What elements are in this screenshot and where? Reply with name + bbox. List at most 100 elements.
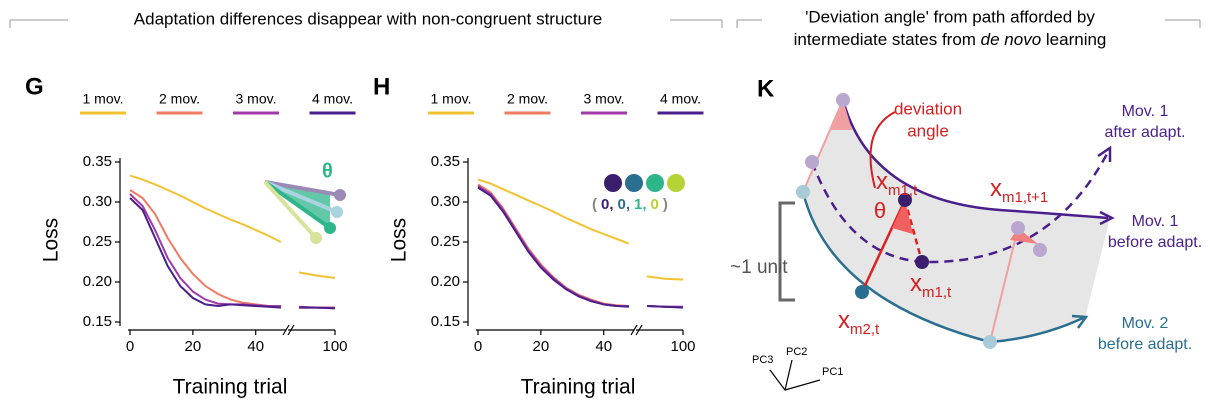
- scale-label: ~1 unit: [730, 257, 788, 278]
- x-axis-label: Training trial: [173, 376, 288, 399]
- section-title: 'Deviation angle' from path afforded by: [805, 7, 1095, 26]
- x-tick-label: 0: [474, 338, 482, 355]
- y-axis-label: Loss: [388, 218, 411, 262]
- x-tick-label: 100: [322, 338, 347, 355]
- angle-wedge: [892, 200, 913, 234]
- y-tick-label: 0.25: [431, 233, 460, 250]
- code-dot: [625, 174, 643, 192]
- state: [805, 155, 819, 169]
- x-axis-label: Training trial: [521, 376, 636, 399]
- series-line: [299, 306, 336, 310]
- code-part: 0,: [601, 196, 614, 213]
- series-line: [477, 186, 629, 308]
- theta-icon: [263, 180, 346, 244]
- legend-label: 1 mov.: [431, 91, 472, 107]
- x-tick-label: 0: [126, 338, 134, 355]
- legend-label: 1 mov.: [83, 91, 124, 107]
- label-main: x: [910, 270, 922, 297]
- y-tick-label: 0.30: [431, 193, 460, 210]
- axis-break: [630, 324, 643, 336]
- y-tick-label: 0.35: [83, 153, 112, 170]
- code-dot: [604, 174, 622, 192]
- path-label: Mov. 1: [1132, 213, 1179, 230]
- y-axis-label: Loss: [40, 218, 63, 262]
- path-before-2: [801, 191, 1084, 344]
- state: [1033, 243, 1047, 257]
- code-part: ): [663, 196, 668, 213]
- y-tick-label: 0.35: [431, 153, 460, 170]
- section-title: Adaptation differences disappear with no…: [134, 9, 602, 28]
- state-label: xm2,t: [838, 307, 880, 338]
- annotation: angle: [907, 121, 949, 140]
- series-line: [298, 271, 336, 279]
- x-tick-label: 20: [533, 338, 550, 355]
- code-part: 0,: [618, 196, 631, 213]
- label-sub: m1,t: [922, 284, 952, 301]
- link: [860, 199, 907, 293]
- code-part: 0: [651, 196, 659, 213]
- x-tick-label: 100: [670, 338, 695, 355]
- code-dot: [646, 174, 664, 192]
- x-tick-label: 40: [595, 338, 612, 355]
- state: [983, 335, 997, 349]
- y-tick-label: 0.15: [83, 313, 112, 330]
- legend-label: 3 mov.: [236, 91, 277, 107]
- legend-label: 2 mov.: [507, 91, 548, 107]
- theta: θ: [874, 198, 886, 223]
- code-dot: [667, 174, 685, 192]
- arrowhead: [1097, 145, 1112, 162]
- x-tick-label: 20: [185, 338, 202, 355]
- pointer: [869, 111, 896, 189]
- state: [796, 185, 810, 199]
- code-part: 1,: [634, 196, 647, 213]
- legend-label: 3 mov.: [584, 91, 625, 107]
- section-title: intermediate states from de novo learnin…: [794, 30, 1107, 49]
- title-part: intermediate states from: [794, 30, 981, 49]
- path-label: Mov. 2: [1122, 315, 1169, 332]
- panel-label: G: [25, 73, 44, 100]
- label-main: x: [990, 175, 1002, 202]
- state: [1011, 221, 1025, 235]
- angle-wedge: [830, 100, 852, 130]
- series-line: [646, 275, 684, 281]
- annotation: θ: [322, 160, 333, 182]
- label-main: x: [838, 307, 850, 334]
- label-main: x: [876, 168, 888, 195]
- y-tick-label: 0.20: [431, 273, 460, 290]
- series-line: [646, 305, 684, 309]
- diagram: K: [757, 75, 1115, 391]
- link: [989, 227, 1019, 343]
- title-part: learning: [1041, 30, 1106, 49]
- y-tick-label: 0.30: [83, 193, 112, 210]
- arrowhead: [1099, 210, 1115, 226]
- label-sub: m1,t+1: [1002, 189, 1048, 206]
- y-tick-label: 0.25: [83, 233, 112, 250]
- path-label: before adapt.: [1108, 234, 1202, 251]
- panel-label: H: [373, 73, 390, 100]
- label-sub: m2,t: [850, 321, 880, 338]
- state: [855, 285, 869, 299]
- state-label: xm1,t: [910, 270, 952, 301]
- link: [903, 199, 924, 263]
- path-label: before adapt.: [1098, 336, 1192, 353]
- y-tick-label: 0.20: [83, 273, 112, 290]
- path-label: Mov. 1: [1122, 103, 1169, 120]
- arrowhead: [1071, 314, 1089, 329]
- legend-label: 4 mov.: [312, 91, 353, 107]
- series-line: [129, 174, 282, 243]
- axis-label: PC2: [786, 346, 807, 358]
- series-line: [477, 178, 630, 245]
- legend-label: 2 mov.: [159, 91, 200, 107]
- state: [836, 93, 850, 107]
- link: [802, 99, 844, 193]
- code-part: (: [592, 196, 597, 213]
- state-label: xm1,t+1: [990, 175, 1048, 206]
- panel-label: K: [757, 75, 775, 102]
- code-label: (0, 0, 1, 0): [592, 196, 668, 213]
- axis-label: PC1: [822, 366, 843, 378]
- state: [915, 255, 929, 269]
- path-label: after adapt.: [1105, 124, 1186, 141]
- axis-break: [282, 324, 295, 336]
- path-after-1: [810, 151, 1110, 264]
- series-line: [129, 197, 281, 309]
